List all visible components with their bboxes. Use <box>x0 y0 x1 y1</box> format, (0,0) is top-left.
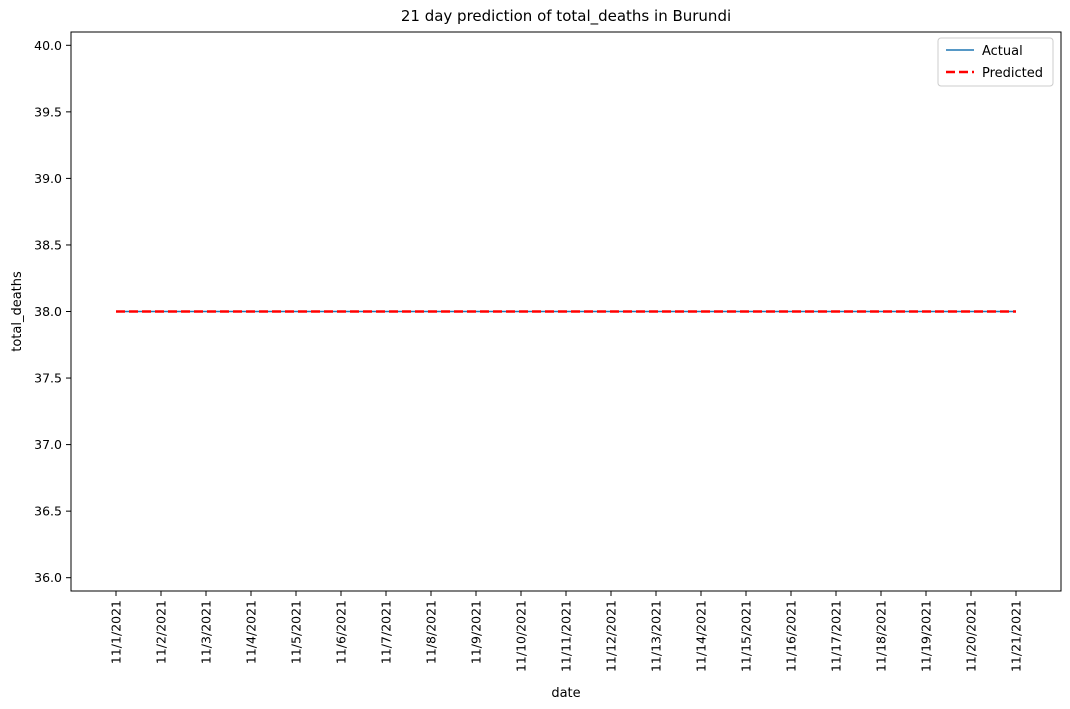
x-tick-label: 11/7/2021 <box>379 600 394 664</box>
y-tick-label: 36.0 <box>34 570 62 585</box>
x-tick-label: 11/2/2021 <box>154 600 169 664</box>
x-tick-label: 11/10/2021 <box>514 600 529 672</box>
legend-label-predicted: Predicted <box>982 66 1043 81</box>
y-axis: 36.0 36.5 37.0 37.5 38.0 38.5 39.0 39.5 40.0 <box>34 38 71 585</box>
x-tick-label: 11/12/2021 <box>604 600 619 672</box>
y-tick-label: 37.5 <box>34 371 62 386</box>
x-tick-label: 11/13/2021 <box>649 600 664 672</box>
y-tick-label: 38.5 <box>34 237 62 252</box>
y-tick-label: 37.0 <box>34 437 62 452</box>
x-axis: 11/1/2021 11/2/2021 11/3/2021 11/4/2021 11/5… <box>109 591 1024 672</box>
x-tick-label: 11/3/2021 <box>199 600 214 664</box>
y-axis-label: total_deaths <box>10 271 25 352</box>
plot-frame <box>70 31 1062 592</box>
x-tick-label: 11/20/2021 <box>964 600 979 672</box>
x-tick-label: 11/8/2021 <box>424 600 439 664</box>
x-tick-label: 11/9/2021 <box>469 600 484 664</box>
x-tick-label: 11/1/2021 <box>109 600 124 664</box>
x-axis-label: date <box>551 686 580 701</box>
x-tick-label: 11/6/2021 <box>334 600 349 664</box>
x-tick-label: 11/11/2021 <box>559 600 574 672</box>
x-tick-label: 11/4/2021 <box>244 600 259 664</box>
y-tick-label: 39.0 <box>34 171 62 186</box>
y-tick-label: 40.0 <box>34 38 62 53</box>
legend: Actual Predicted <box>937 37 1054 87</box>
legend-label-actual: Actual <box>982 44 1023 59</box>
x-tick-label: 11/21/2021 <box>1009 600 1024 672</box>
x-tick-label: 11/14/2021 <box>694 600 709 672</box>
x-tick-label: 11/15/2021 <box>739 600 754 672</box>
y-tick-label: 39.5 <box>34 104 62 119</box>
x-tick-label: 11/17/2021 <box>829 600 844 672</box>
y-tick-label: 38.0 <box>34 304 62 319</box>
x-tick-label: 11/5/2021 <box>289 600 304 664</box>
x-tick-label: 11/18/2021 <box>874 600 889 672</box>
x-tick-label: 11/19/2021 <box>919 600 934 672</box>
y-tick-label: 36.5 <box>34 504 62 519</box>
x-tick-label: 11/16/2021 <box>784 600 799 672</box>
chart-title: 21 day prediction of total_deaths in Bur… <box>401 7 731 26</box>
